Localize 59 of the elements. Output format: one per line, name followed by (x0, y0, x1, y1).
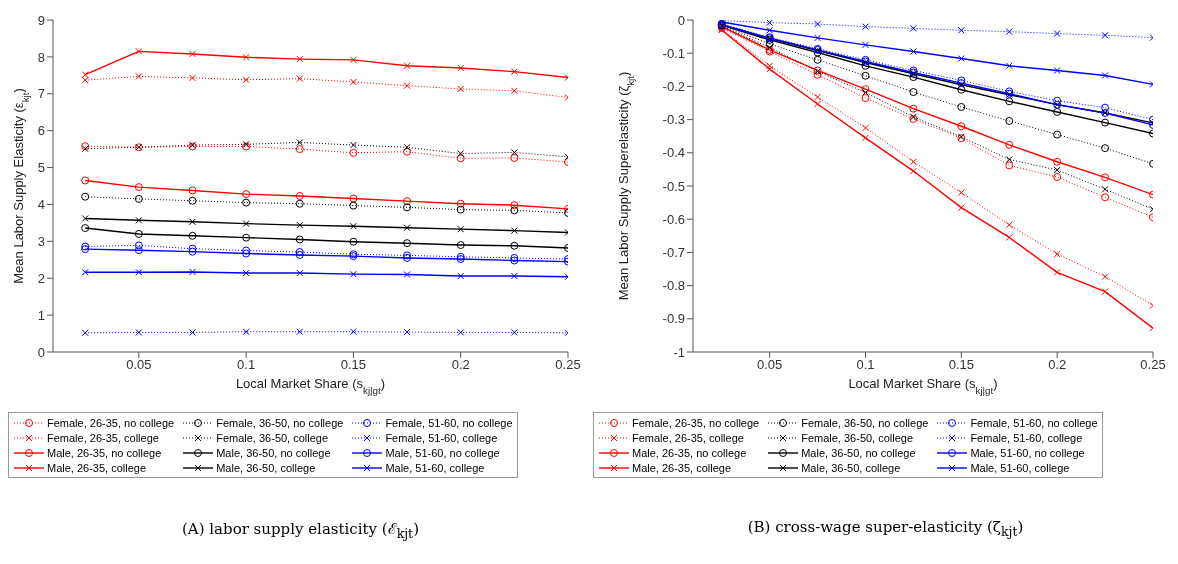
y-tick-label: -0.6 (662, 211, 685, 227)
y-tick-label: -0.5 (662, 178, 685, 194)
x-axis-title: Local Market Share (s$_{kj|gt}$) (235, 376, 386, 396)
y-tick-label: 0 (677, 12, 685, 28)
x-tick-label: 0.05 (757, 357, 783, 373)
legend-label: Female, 51-60, college (385, 431, 498, 444)
legend-label: Male, 51-60, no college (385, 446, 500, 459)
legend-label: Female, 26-35, college (47, 431, 159, 444)
legend-label: Female, 26-35, no college (632, 416, 760, 429)
x-tick-label: 0.25 (1140, 357, 1166, 373)
legend-label: Female, 26-35, college (632, 431, 744, 444)
legend-label: Male, 36-50, college (216, 461, 316, 474)
legend-label: Female, 36-50, college (216, 431, 329, 444)
y-tick-label: -0.2 (662, 79, 685, 95)
x-axis-title: Local Market Share (s$_{kj|gt}$) (848, 376, 998, 396)
y-tick-label: -0.9 (662, 311, 685, 327)
x-tick-label: 0.25 (555, 357, 581, 373)
y-tick-label: -0.4 (662, 145, 685, 161)
x-tick-label: 0.2 (1048, 357, 1067, 373)
legend-label: Female, 26-35, no college (47, 416, 175, 429)
text: (B) cross-wage super-elasticity (ζ$_{kjt}$) (746, 518, 1025, 539)
y-tick-label: 5 (37, 160, 45, 176)
legend-label: Female, 51-60, college (970, 431, 1083, 444)
legend-label: Male, 36-50, college (801, 461, 901, 474)
legend-label: Female, 36-50, no college (216, 416, 344, 429)
y-tick-label: 1 (37, 307, 45, 323)
y-tick-label: 7 (37, 86, 45, 102)
y-tick-label: 3 (37, 233, 45, 249)
legend-label: Female, 51-60, no college (970, 416, 1098, 429)
legend-label: Male, 26-35, college (632, 461, 732, 474)
x-tick-label: 0.2 (451, 357, 470, 373)
x-tick-label: 0.15 (948, 357, 974, 373)
x-tick-label: 0.1 (856, 357, 875, 373)
y-tick-label: 4 (37, 197, 45, 213)
x-tick-label: 0.1 (237, 357, 256, 373)
text: (A) labor supply elasticity (ℰ$_{kjt}$) (181, 519, 420, 541)
legend-label: Male, 36-50, no college (801, 446, 916, 459)
legend-label: Male, 36-50, no college (216, 446, 331, 459)
x-tick-label: 0.05 (126, 357, 152, 373)
y-tick-label: 9 (37, 12, 45, 28)
y-tick-label: 8 (37, 49, 45, 65)
legend-label: Male, 51-60, no college (970, 446, 1085, 459)
legend-label: Female, 51-60, no college (385, 416, 513, 429)
x-tick-label: 0.15 (340, 357, 367, 373)
legend-label: Female, 36-50, no college (801, 416, 929, 429)
legend-label: Male, 26-35, no college (47, 446, 162, 459)
y-tick-label: -0.8 (662, 278, 685, 294)
y-tick-label: 0 (37, 344, 45, 360)
y-tick-label: -0.3 (662, 112, 685, 128)
y-tick-label: 2 (37, 270, 45, 286)
y-tick-label: -0.1 (662, 45, 685, 61)
legend-label: Male, 51-60, college (385, 461, 485, 474)
legend-label: Male, 51-60, college (970, 461, 1070, 474)
y-tick-label: -0.7 (662, 245, 685, 261)
legend-label: Male, 26-35, college (47, 461, 147, 474)
y-tick-label: 6 (37, 123, 45, 139)
legend-label: Female, 36-50, college (801, 431, 914, 444)
y-tick-label: -1 (673, 344, 685, 360)
legend-label: Male, 26-35, no college (632, 446, 747, 459)
